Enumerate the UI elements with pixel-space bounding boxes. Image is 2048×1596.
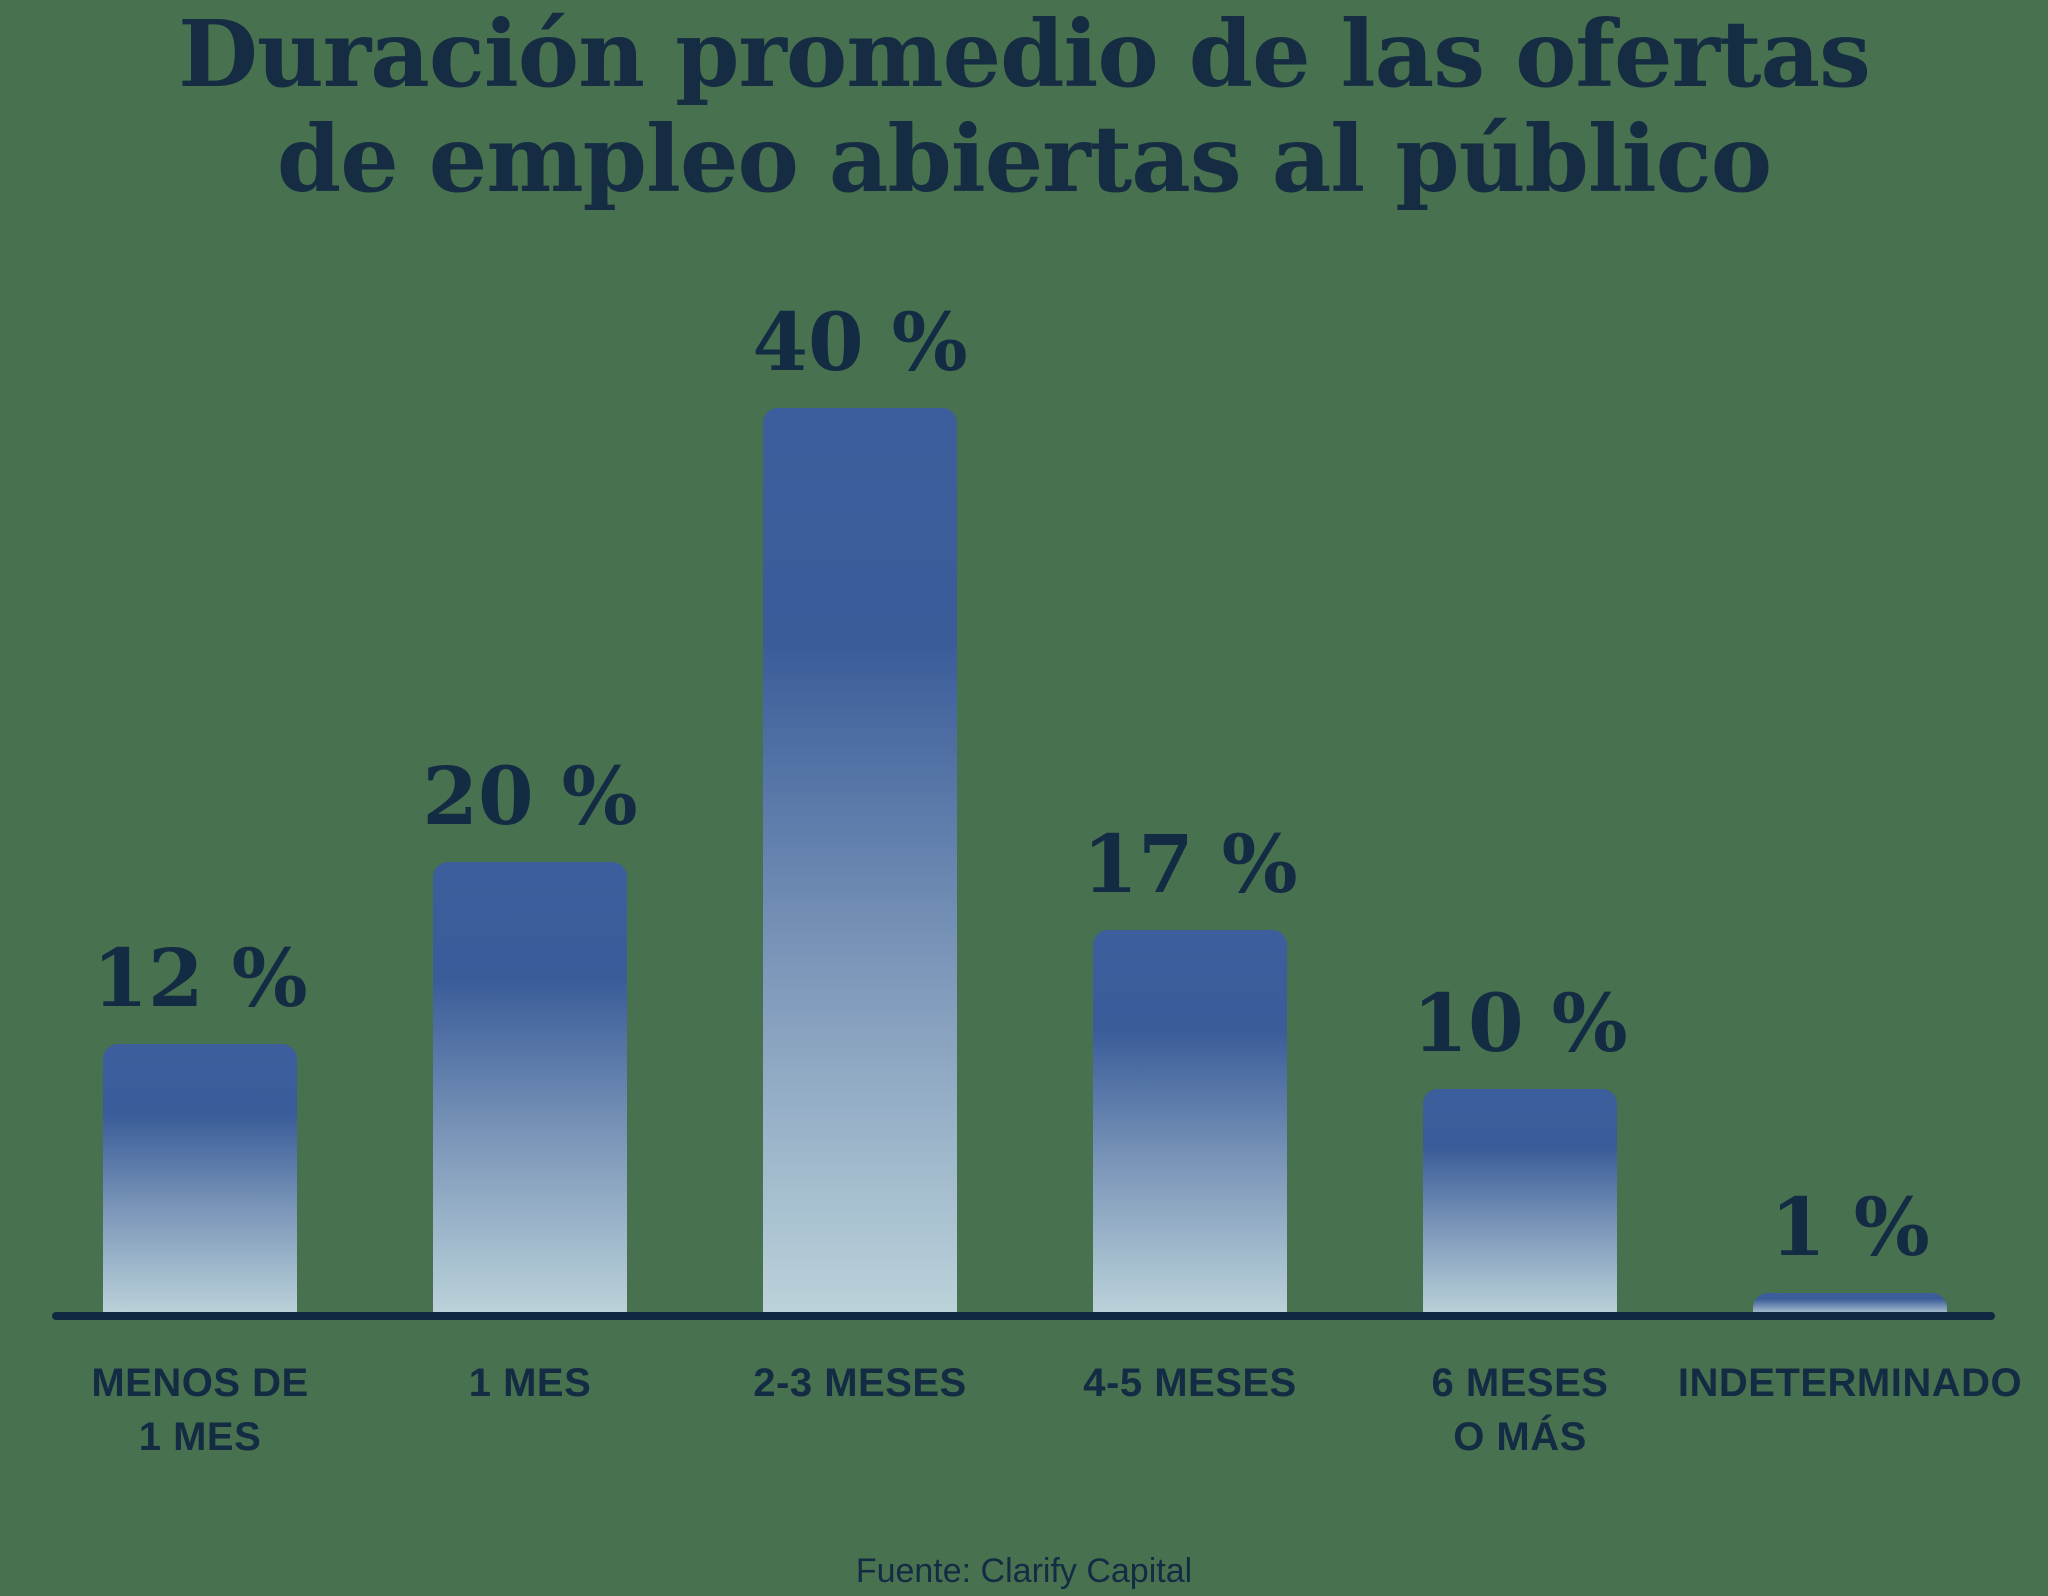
bar [103, 1044, 297, 1316]
category-label: 4-5 MESES [1083, 1361, 1297, 1405]
category-label: INDETERMINADO [1677, 1361, 2023, 1405]
value-label: 20 % [422, 749, 638, 843]
bar-group: 20 % [330, 0, 730, 1316]
value-label: 17 % [1082, 817, 1298, 911]
bar [433, 862, 627, 1316]
value-label: 40 % [752, 295, 968, 389]
category-label: MENOS DE 1 MES [91, 1361, 309, 1459]
chart-title: Duración promedio de las ofertas de empl… [178, 0, 1871, 213]
value-label: 12 % [92, 931, 308, 1025]
bar [1093, 930, 1287, 1316]
bar [1753, 1293, 1947, 1316]
category-label: 2-3 MESES [753, 1361, 967, 1405]
value-label: 1 % [1770, 1180, 1930, 1274]
bar-group: 1 % [1650, 0, 2048, 1316]
bar [1423, 1089, 1617, 1316]
bar-group: 12 % [0, 0, 400, 1316]
category-label: 6 MESES O MÁS [1431, 1361, 1609, 1459]
bar-group: 40 % [660, 0, 1060, 1316]
category-label: 1 MES [468, 1361, 592, 1405]
source-caption: Fuente: Clarify Capital [855, 1552, 1193, 1590]
x-axis-line [52, 1312, 1995, 1320]
value-label: 10 % [1412, 976, 1628, 1070]
bar-group: 10 % [1320, 0, 1720, 1316]
bar [763, 408, 957, 1316]
bar-group: 17 % [990, 0, 1390, 1316]
